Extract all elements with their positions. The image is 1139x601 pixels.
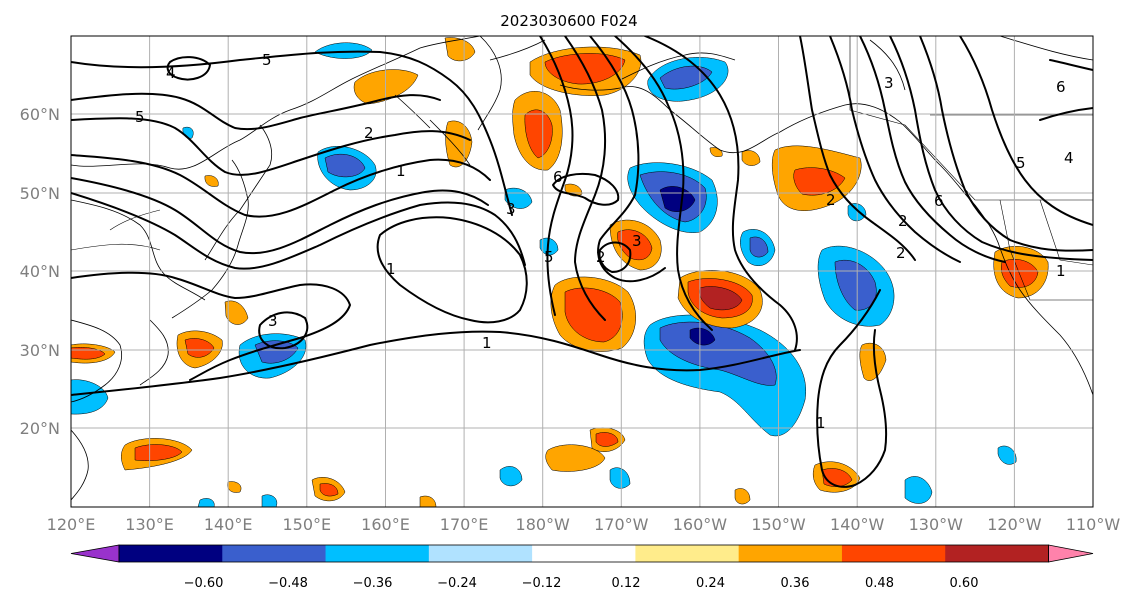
map-frame xyxy=(70,35,1094,508)
lon-label: 110°W xyxy=(1066,515,1121,534)
colorbar-segment xyxy=(532,545,636,562)
lon-label: 150°E xyxy=(282,515,331,534)
colorbar-tick-label: −0.48 xyxy=(268,576,308,591)
contour-label: 3 xyxy=(884,74,894,92)
map-title: 2023030600 F024 xyxy=(500,12,637,30)
contour-label: 3 xyxy=(268,312,278,330)
contour-label: 2 xyxy=(364,124,374,142)
lon-label: 120°W xyxy=(987,515,1042,534)
colorbar-tick-label: −0.12 xyxy=(522,576,562,591)
latitude-labels: 60°N 50°N 40°N 30°N 20°N xyxy=(20,105,60,438)
contour-label: 5 xyxy=(1016,154,1026,172)
colorbar-tick-label: 0.36 xyxy=(781,576,810,591)
colorbar-segment xyxy=(945,545,1049,562)
colorbar-tick-label: 0.48 xyxy=(865,576,894,591)
lon-label: 180°W xyxy=(516,515,571,534)
positive-anomaly-shading xyxy=(71,37,1049,507)
contour-label: 1 xyxy=(816,414,826,432)
negative-anomaly-shading xyxy=(71,42,1017,507)
colorbar-outline xyxy=(118,544,1049,563)
lon-label: 170°W xyxy=(594,515,649,534)
colorbar-segment xyxy=(222,545,327,562)
longitude-labels: 120°E 130°E 140°E 150°E 160°E 170°E 180°… xyxy=(47,515,1121,534)
political-borders xyxy=(71,36,1093,301)
colorbar-ticks: −0.60 −0.48 −0.36 −0.24 −0.12 0.12 0.24 … xyxy=(184,576,979,591)
colorbar-segment xyxy=(325,545,430,562)
contour-label: 4 xyxy=(1064,149,1074,167)
lat-label: 40°N xyxy=(20,262,60,281)
lat-label: 20°N xyxy=(20,419,60,438)
contour-label: 1 xyxy=(1056,262,1066,280)
contour-label: 2 xyxy=(896,244,906,262)
contour-label: 5 xyxy=(544,248,554,266)
lat-label: 60°N xyxy=(20,105,60,124)
colorbar-segment xyxy=(428,545,533,562)
lon-label: 120°E xyxy=(47,515,96,534)
contour-label: 2 xyxy=(826,191,836,209)
lon-label: 140°E xyxy=(204,515,253,534)
lon-label: 130°E xyxy=(125,515,174,534)
contour-label: 6 xyxy=(934,192,944,210)
colorbar-segment xyxy=(635,545,740,562)
colorbar-extend-min xyxy=(70,544,120,563)
colorbar-segment xyxy=(738,545,843,562)
colorbar-tick-label: 0.24 xyxy=(696,576,725,591)
colorbar xyxy=(70,544,1094,563)
lon-label: 160°E xyxy=(361,515,410,534)
contour-label: 5 xyxy=(135,108,145,126)
colorbar-tick-label: 0.12 xyxy=(612,576,641,591)
lat-label: 30°N xyxy=(20,341,60,360)
contour-lines xyxy=(71,36,1093,488)
contour-label: 3 xyxy=(506,200,516,218)
colorbar-tick-label: −0.60 xyxy=(184,576,224,591)
contour-label: 6 xyxy=(553,168,563,186)
contour-label: 3 xyxy=(632,232,642,250)
colorbar-segment xyxy=(119,545,223,562)
lon-label: 140°W xyxy=(830,515,885,534)
colorbar-segment xyxy=(841,545,946,562)
contour-label: 1 xyxy=(386,260,396,278)
contour-label: 4 xyxy=(166,64,176,82)
lon-label: 160°W xyxy=(673,515,728,534)
contour-label: 2 xyxy=(898,212,908,230)
contour-label: 5 xyxy=(262,51,272,69)
colorbar-tick-label: −0.36 xyxy=(353,576,393,591)
contour-labels: 5 4 5 1 1 3 2 6 3 5 2 3 1 1 2 6 2 3 6 5 … xyxy=(135,51,1074,432)
contour-label: 1 xyxy=(482,334,492,352)
graticule xyxy=(71,36,1093,507)
colorbar-extend-max xyxy=(1048,544,1094,563)
lat-label: 50°N xyxy=(20,184,60,203)
contour-label: 1 xyxy=(396,162,406,180)
contour-label: 2 xyxy=(596,248,606,266)
colorbar-tick-label: 0.60 xyxy=(950,576,979,591)
lon-label: 130°W xyxy=(909,515,964,534)
lon-label: 150°W xyxy=(751,515,806,534)
lon-label: 170°E xyxy=(440,515,489,534)
contour-label: 6 xyxy=(1056,78,1066,96)
colorbar-tick-label: −0.24 xyxy=(437,576,477,591)
